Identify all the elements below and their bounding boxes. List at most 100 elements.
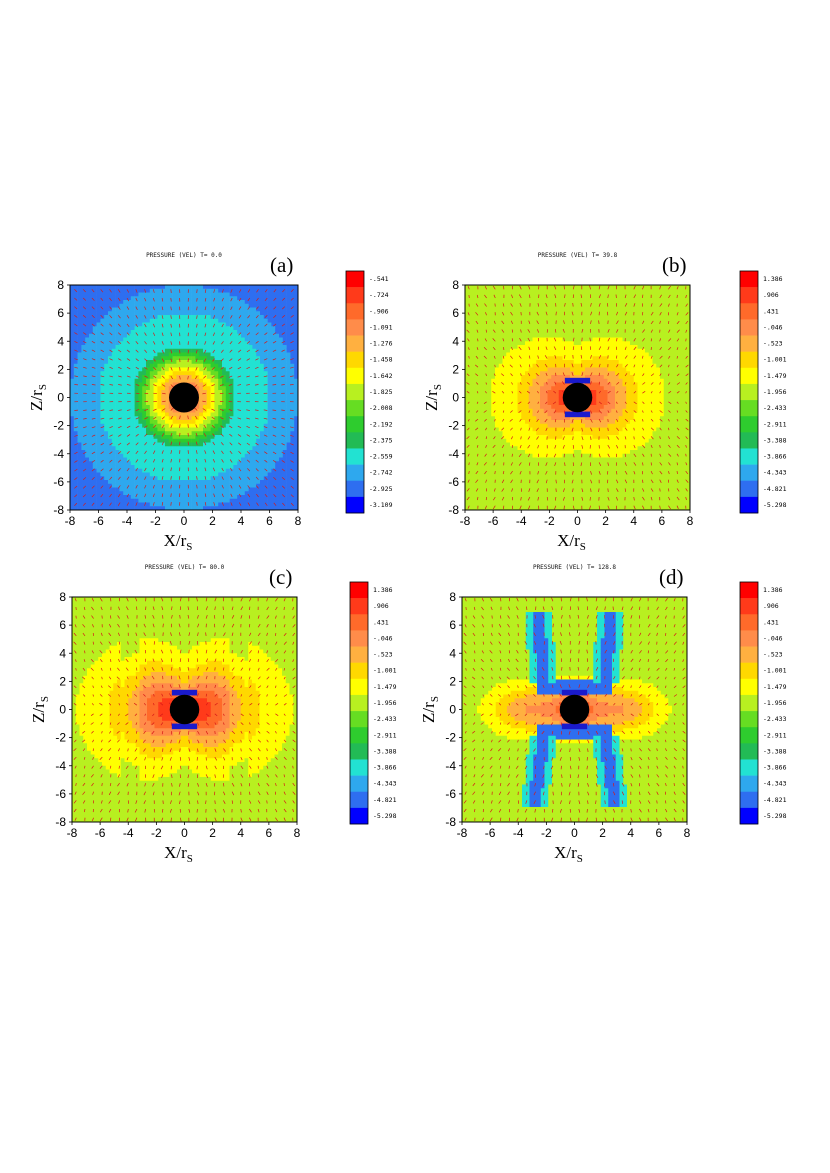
y-tick-label: -2 xyxy=(448,419,459,433)
colorbar-label: -1.276 xyxy=(369,340,393,348)
colorbar-swatch xyxy=(740,383,758,401)
colorbar-label: -.046 xyxy=(763,324,783,332)
x-tick-label: -4 xyxy=(123,826,134,840)
colorbar-label: -2.192 xyxy=(369,420,393,428)
colorbar-swatch xyxy=(350,711,368,728)
colorbar-label: .906 xyxy=(373,602,389,610)
colorbar-label: -3.388 xyxy=(763,436,787,444)
y-tick-label: 8 xyxy=(57,278,64,292)
x-tick-label: 8 xyxy=(294,826,301,840)
shock-cap xyxy=(171,723,198,730)
black-hole xyxy=(169,694,200,725)
x-tick-label: 2 xyxy=(599,826,606,840)
colorbar: 1.386 .906 .431 -.046 -.523 -1.001 -1.479 -1.95… xyxy=(739,270,787,514)
colorbar-swatch xyxy=(740,694,758,712)
panel-label: (c) xyxy=(269,565,292,589)
colorbar-label: .431 xyxy=(373,618,389,626)
x-tick-label: 0 xyxy=(574,514,581,528)
x-tick-label: 6 xyxy=(659,514,666,528)
shock-cap xyxy=(171,689,198,696)
x-tick-label: -8 xyxy=(460,514,471,528)
x-tick-label: -6 xyxy=(93,514,104,528)
colorbar-swatch xyxy=(740,416,758,433)
colorbar-label: -.523 xyxy=(373,651,393,659)
colorbar-swatch xyxy=(346,432,364,449)
x-tick-label: 4 xyxy=(237,826,244,840)
y-tick-label: 0 xyxy=(59,703,66,717)
x-tick-label: 2 xyxy=(209,514,216,528)
colorbar-label: -1.001 xyxy=(373,667,397,675)
colorbar-label: -2.742 xyxy=(369,469,393,477)
colorbar-label: -4.343 xyxy=(373,780,397,788)
colorbar-label: -5.298 xyxy=(763,812,787,820)
colorbar-frame xyxy=(739,581,759,825)
colorbar-label: -1.479 xyxy=(763,372,787,380)
colorbar-label: -1.956 xyxy=(763,699,787,707)
panel-title: PRESSURE (VEL) T= 0.0 xyxy=(146,252,222,259)
colorbar-label: -1.001 xyxy=(763,667,787,675)
y-tick-label: -8 xyxy=(55,815,66,829)
colorbar-swatch xyxy=(740,727,758,744)
colorbar-swatch xyxy=(740,448,758,465)
y-tick-label: 4 xyxy=(449,646,456,660)
y-tick-label: 8 xyxy=(452,278,459,292)
colorbar-label: -.046 xyxy=(373,635,393,643)
colorbar-swatch xyxy=(346,367,364,385)
colorbar-label: -2.911 xyxy=(373,731,397,739)
colorbar-swatch xyxy=(350,630,368,647)
chart-panel-b: -8 -6 -4 -2 0 2 4 6 8 -8 -6 -4 -2 0 2 4 6 8 X/rS Z/rS PRESSU… xyxy=(422,252,787,553)
velocity-vectors xyxy=(463,597,686,822)
colorbar-label: -1.091 xyxy=(369,324,393,332)
x-axis-label: X/rS xyxy=(164,843,193,865)
colorbar-swatch xyxy=(740,480,758,498)
colorbar-label: -1.458 xyxy=(369,356,393,364)
y-axis-label: Z/rS xyxy=(27,384,49,411)
y-tick-label: -6 xyxy=(448,475,459,489)
y-axis-label: Z/rS xyxy=(422,384,444,411)
shock-cap xyxy=(564,377,591,384)
colorbar-label: -2.911 xyxy=(763,731,787,739)
x-tick-label: 0 xyxy=(181,514,188,528)
colorbar-label: -5.298 xyxy=(373,812,397,820)
colorbar-swatch xyxy=(740,271,758,288)
x-tick-label: -8 xyxy=(457,826,468,840)
colorbar-label: -1.479 xyxy=(763,683,787,691)
x-tick-label: 6 xyxy=(266,826,273,840)
colorbar-swatch xyxy=(740,400,758,417)
colorbar-swatch xyxy=(740,791,758,809)
colorbar-swatch xyxy=(740,646,758,663)
colorbar-label: -.523 xyxy=(763,340,783,348)
colorbar-swatch xyxy=(346,351,364,369)
colorbar-swatch xyxy=(740,598,758,615)
colorbar-label: -3.866 xyxy=(373,764,397,772)
colorbar-label: -3.388 xyxy=(373,747,397,755)
panel-label: (b) xyxy=(662,253,687,277)
y-tick-label: 0 xyxy=(449,703,456,717)
colorbar-swatch xyxy=(350,598,368,615)
pressure-field xyxy=(462,597,687,822)
colorbar-swatch xyxy=(350,743,368,760)
colorbar-swatch xyxy=(740,630,758,647)
x-tick-label: -4 xyxy=(516,514,527,528)
panel-label: (a) xyxy=(270,253,293,277)
y-tick-label: 8 xyxy=(59,590,66,604)
y-tick-label: 6 xyxy=(452,306,459,320)
colorbar-frame xyxy=(349,581,369,825)
colorbar-swatch xyxy=(346,464,364,482)
colorbar-label: -2.008 xyxy=(369,404,393,412)
colorbar-swatch xyxy=(740,614,758,631)
colorbar-swatch xyxy=(346,448,364,465)
colorbar-swatch xyxy=(350,678,368,696)
colorbar-label: -2.375 xyxy=(369,436,393,444)
colorbar-swatch xyxy=(350,759,368,776)
x-tick-label: -2 xyxy=(150,514,161,528)
panel-title: PRESSURE (VEL) T= 80.0 xyxy=(145,564,225,571)
x-tick-label: 0 xyxy=(181,826,188,840)
x-tick-label: -6 xyxy=(485,826,496,840)
y-tick-label: 2 xyxy=(449,674,456,688)
x-tick-label: 4 xyxy=(627,826,634,840)
x-tick-label: 8 xyxy=(295,514,302,528)
x-axis-label: X/rS xyxy=(557,531,586,553)
colorbar-swatch xyxy=(346,400,364,417)
colorbar-label: .431 xyxy=(763,618,779,626)
